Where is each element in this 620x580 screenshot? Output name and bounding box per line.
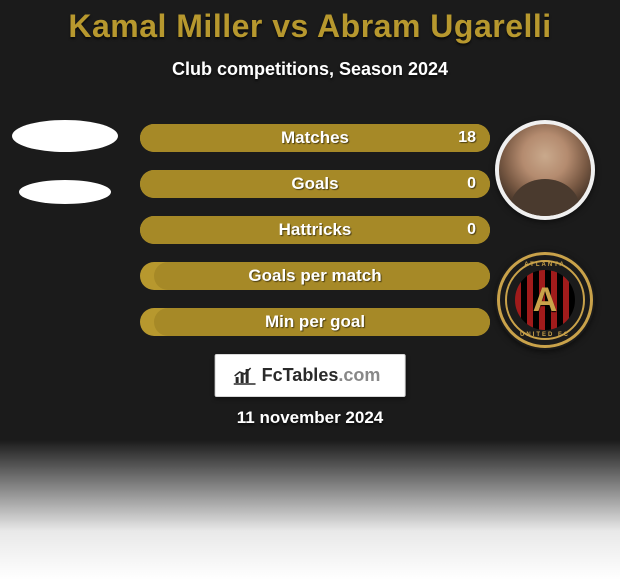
comparison-card: Kamal Miller vs Abram Ugarelli Club comp… — [0, 0, 620, 580]
stat-bar: Goals0 — [140, 170, 490, 198]
player-a-name: Kamal Miller — [68, 8, 263, 44]
left-column — [0, 120, 130, 204]
stat-bar-label: Goals — [140, 170, 490, 198]
stat-bar-value: 0 — [467, 170, 476, 198]
player-a-club-placeholder — [19, 180, 111, 204]
stat-bar-label: Min per goal — [140, 308, 490, 336]
stat-bar-value: 18 — [458, 124, 476, 152]
stat-bar-label: Hattricks — [140, 216, 490, 244]
stat-bar: Matches18 — [140, 124, 490, 152]
stat-bar: Min per goal — [140, 308, 490, 336]
page-title: Kamal Miller vs Abram Ugarelli — [0, 0, 620, 45]
brand-logo-box: FcTables.com — [215, 354, 406, 397]
bottom-fade — [0, 440, 620, 580]
club-badge-bottom-text: UNITED FC — [520, 332, 570, 338]
player-b-name: Abram Ugarelli — [317, 8, 552, 44]
stat-bar-value: 0 — [467, 216, 476, 244]
club-badge-letter: A — [533, 281, 558, 320]
player-b-photo — [495, 120, 595, 220]
stat-bar: Hattricks0 — [140, 216, 490, 244]
chart-icon — [234, 367, 256, 385]
brand-suffix: .com — [338, 365, 380, 385]
player-b-club-badge: ATLANTA A UNITED FC — [495, 250, 595, 350]
subtitle: Club competitions, Season 2024 — [0, 59, 620, 80]
stat-bar-label: Goals per match — [140, 262, 490, 290]
club-badge-top-text: ATLANTA — [524, 262, 565, 268]
right-column: ATLANTA A UNITED FC — [490, 120, 600, 350]
brand-main: FcTables — [262, 365, 339, 385]
stat-bar-label: Matches — [140, 124, 490, 152]
brand-text: FcTables.com — [262, 365, 381, 386]
stat-bars: Matches18Goals0Hattricks0Goals per match… — [140, 124, 490, 336]
date-text: 11 november 2024 — [0, 408, 620, 428]
stat-bar: Goals per match — [140, 262, 490, 290]
vs-text: vs — [263, 8, 317, 44]
player-a-photo-placeholder — [12, 120, 118, 152]
